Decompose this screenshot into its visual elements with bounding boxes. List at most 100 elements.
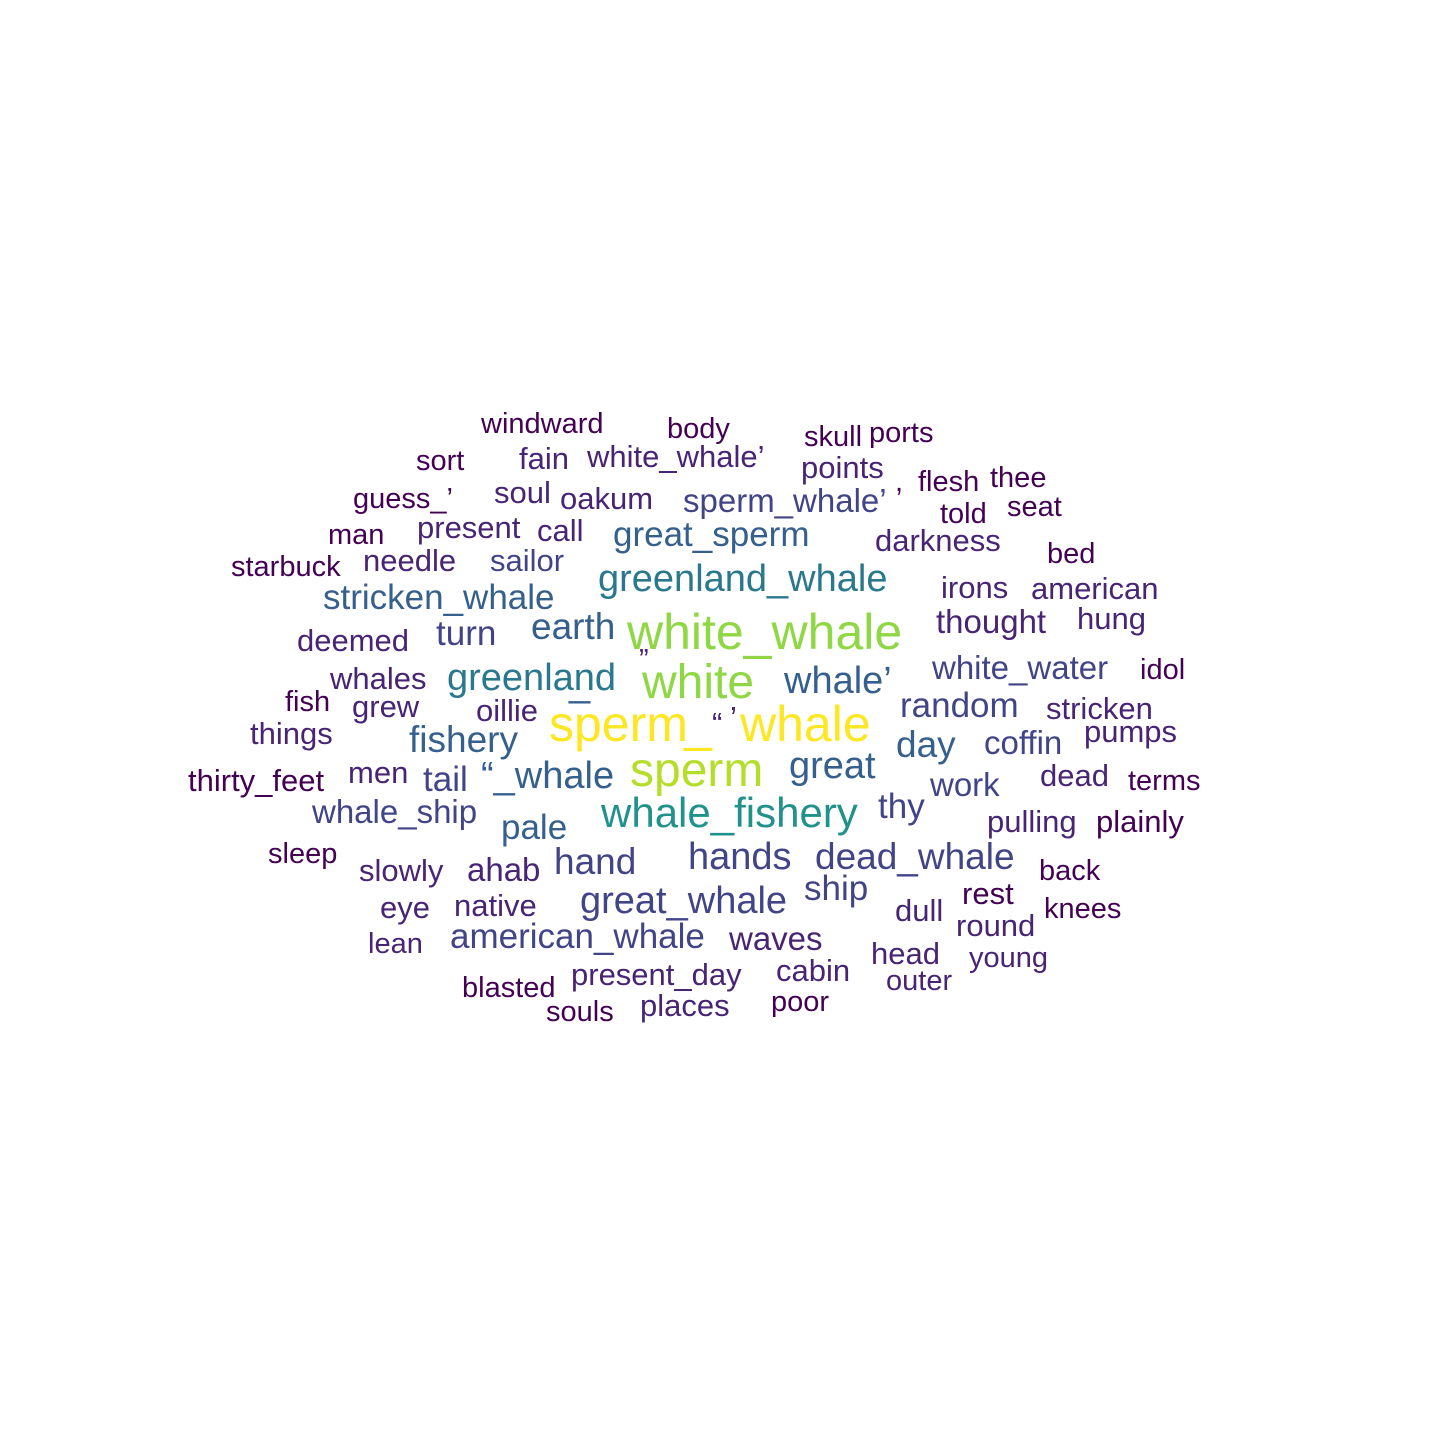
word-92: head bbox=[871, 936, 940, 971]
word-12: soul bbox=[494, 475, 551, 510]
word-69: pale bbox=[501, 808, 567, 847]
word-63: sperm bbox=[630, 744, 763, 797]
word-16: seat bbox=[1007, 491, 1062, 523]
word-18: present bbox=[417, 510, 521, 545]
word-17: man bbox=[328, 519, 384, 551]
word-33: turn bbox=[436, 614, 496, 653]
word-10: thee bbox=[990, 462, 1046, 494]
word-9: flesh bbox=[918, 466, 979, 498]
word-23: starbuck bbox=[231, 551, 341, 583]
word-21: darkness bbox=[875, 523, 1001, 558]
word-42: idol bbox=[1140, 654, 1185, 686]
word-56: fishery bbox=[409, 719, 518, 760]
word-90: waves bbox=[728, 920, 823, 957]
word-31: thought bbox=[936, 603, 1046, 640]
word-57: day bbox=[896, 724, 956, 765]
word-36: whales bbox=[329, 661, 427, 696]
word-4: sort bbox=[416, 445, 464, 477]
word-43: fish bbox=[285, 686, 330, 718]
word-48: stricken bbox=[1046, 691, 1153, 726]
word-51: “ bbox=[712, 706, 722, 741]
word-32: deemed bbox=[297, 623, 409, 658]
word-29: stricken_whale bbox=[323, 578, 555, 617]
word-81: eye bbox=[380, 890, 430, 925]
word-100: poor bbox=[771, 986, 829, 1018]
word-50: sperm bbox=[549, 696, 688, 752]
word-94: blasted bbox=[462, 972, 556, 1004]
word-77: hand bbox=[554, 841, 636, 882]
word-8: , bbox=[895, 466, 903, 498]
word-61: tail bbox=[423, 760, 468, 799]
word-58: coffin bbox=[984, 724, 1062, 761]
word-13: oakum bbox=[560, 481, 653, 516]
word-95: present_day bbox=[571, 957, 742, 992]
word-67: work bbox=[929, 766, 1000, 803]
word-26: greenland_whale bbox=[598, 558, 887, 600]
word-7: points bbox=[801, 450, 884, 485]
word-0: windward bbox=[480, 408, 604, 440]
word-64: great bbox=[789, 745, 876, 787]
word-2: skull bbox=[804, 421, 862, 453]
word-15: told bbox=[940, 498, 987, 530]
word-66: terms bbox=[1128, 765, 1201, 797]
word-59: thirty_feet bbox=[188, 763, 325, 798]
word-5: fain bbox=[519, 441, 569, 476]
word-25: sailor bbox=[490, 543, 564, 578]
word-49: things bbox=[250, 716, 333, 751]
word-46: _ bbox=[568, 663, 591, 705]
word-97: outer bbox=[886, 965, 952, 997]
word-76: ahab bbox=[467, 851, 540, 888]
word-20: great_sperm bbox=[613, 515, 809, 554]
word-87: knees bbox=[1044, 893, 1121, 925]
word-40: whale’ bbox=[783, 660, 892, 702]
word-68: whale_ship bbox=[311, 793, 477, 830]
word-22: bed bbox=[1047, 538, 1095, 570]
word-88: lean bbox=[368, 928, 423, 960]
word-28: american bbox=[1031, 571, 1159, 606]
word-70: whale_fishery bbox=[600, 789, 858, 836]
word-53: ’ bbox=[730, 700, 737, 735]
word-72: pulling bbox=[987, 804, 1077, 839]
word-6: white_whale’ bbox=[586, 439, 765, 474]
word-78: hands bbox=[688, 836, 792, 878]
word-39: white bbox=[641, 656, 754, 709]
word-52: _ bbox=[683, 696, 713, 752]
word-34: earth bbox=[531, 606, 615, 647]
word-60: men bbox=[348, 755, 408, 790]
word-55: pumps bbox=[1084, 714, 1177, 749]
word-11: guess_’ bbox=[353, 483, 453, 515]
word-54: whale bbox=[739, 696, 871, 752]
word-44: grew bbox=[352, 689, 420, 724]
word-98: souls bbox=[546, 996, 614, 1028]
word-41: white_water bbox=[931, 649, 1108, 686]
word-14: sperm_whale’ bbox=[683, 482, 887, 519]
word-62: “_whale bbox=[481, 755, 614, 797]
word-83: great_whale bbox=[580, 880, 787, 922]
word-84: ship bbox=[804, 869, 868, 908]
word-73: plainly bbox=[1096, 804, 1184, 839]
word-99: places bbox=[640, 988, 730, 1023]
word-35: white_whale bbox=[626, 604, 902, 660]
word-38: ” bbox=[639, 644, 649, 676]
word-85: dull bbox=[895, 893, 943, 928]
word-19: call bbox=[537, 513, 584, 548]
word-75: slowly bbox=[359, 853, 444, 888]
word-30: hung bbox=[1077, 601, 1146, 636]
word-3: ports bbox=[869, 417, 933, 449]
word-91: round bbox=[956, 908, 1035, 943]
word-71: thy bbox=[878, 787, 925, 826]
word-1: body bbox=[667, 413, 730, 445]
word-24: needle bbox=[363, 543, 456, 578]
word-47: random bbox=[900, 686, 1019, 725]
word-96: cabin bbox=[776, 953, 850, 988]
word-37: greenland bbox=[447, 657, 616, 699]
word-65: dead bbox=[1040, 758, 1109, 793]
word-86: rest bbox=[962, 876, 1014, 911]
word-93: young bbox=[969, 942, 1048, 974]
word-45: oillie bbox=[476, 693, 538, 728]
word-79: dead_whale bbox=[815, 836, 1015, 877]
word-74: sleep bbox=[268, 838, 337, 870]
word-80: back bbox=[1039, 855, 1101, 887]
word-27: irons bbox=[941, 570, 1008, 605]
